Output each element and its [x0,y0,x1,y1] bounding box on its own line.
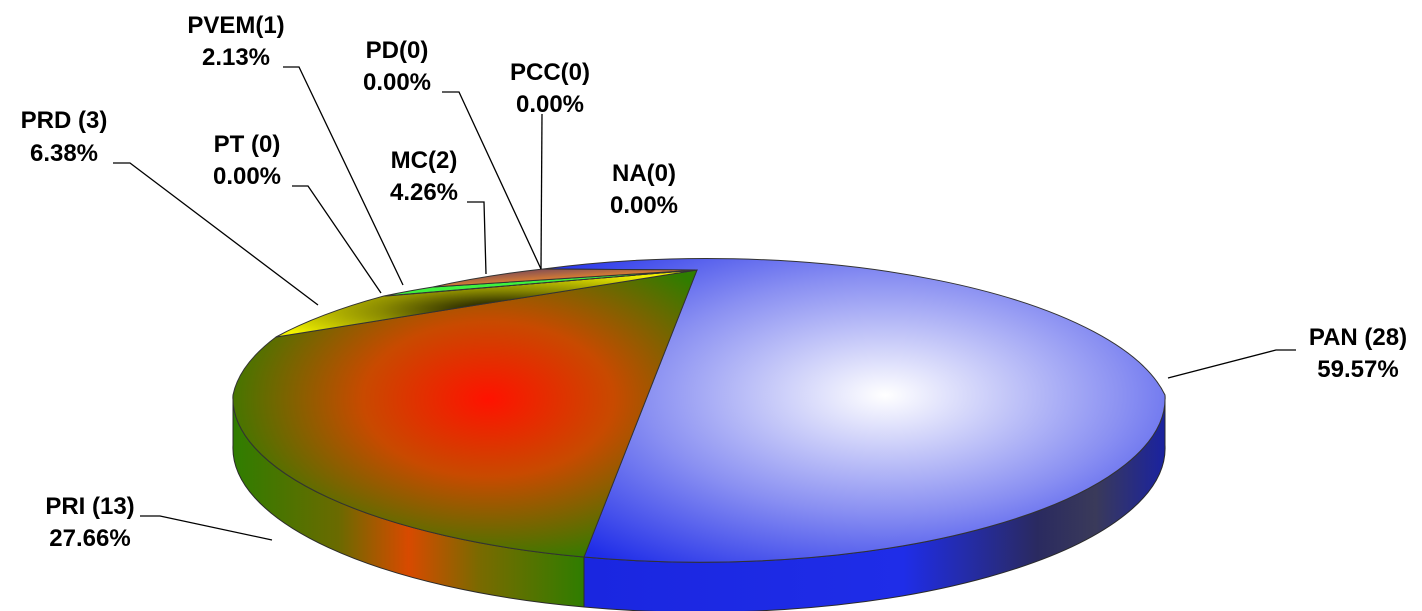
label-pt-pct: 0.00% [213,163,281,190]
leader-line-pd [442,91,542,270]
label-pt-name: PT (0) [214,131,281,158]
leader-line-pt [292,185,382,294]
label-pri-name: PRI (13) [45,493,134,520]
label-pri-pct: 27.66% [49,525,130,552]
leader-line-mc [467,201,487,275]
label-pd-pct: 0.00% [363,69,431,96]
leader-line-pvem [283,66,404,286]
label-prd-name: PRD (3) [21,107,108,134]
label-na-pct: 0.00% [610,192,678,219]
leader-line-prd [113,162,319,306]
label-pvem-pct: 2.13% [202,44,270,71]
pie-slice-pri [232,269,698,558]
label-mc-pct: 4.26% [390,179,458,206]
label-pan-name: PAN (28) [1309,324,1407,351]
label-pd-name: PD(0) [366,37,429,64]
label-pan-pct: 59.57% [1317,356,1398,383]
label-pcc-pct: 0.00% [516,91,584,118]
leader-line-pcc [540,113,543,270]
pie-slice-prd [275,269,698,338]
pie-slice-pan [542,258,1166,563]
pie-slice-mc [432,268,698,288]
label-na-name: NA(0) [612,160,676,187]
pie-slice-pt [383,269,698,297]
label-prd-pct: 6.38% [30,140,98,167]
label-mc-name: MC(2) [391,147,458,174]
leader-line-pan [1167,349,1296,379]
label-pcc-name: PCC(0) [510,59,590,86]
leader-line-pri [140,515,273,541]
label-pvem-name: PVEM(1) [187,12,284,39]
